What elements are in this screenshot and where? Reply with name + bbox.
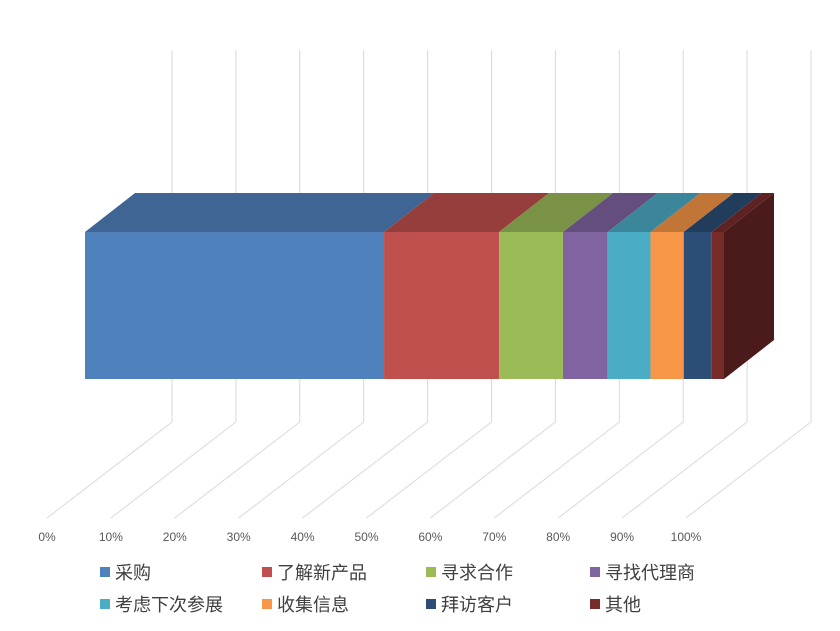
x-tick-label: 100% (671, 530, 702, 544)
bar-segment-top (683, 193, 762, 232)
stacked-bar-3d (85, 193, 774, 379)
bar-segment (562, 232, 608, 379)
bar-segment (683, 232, 712, 379)
legend-swatch-icon (590, 599, 600, 609)
floor-gridline (557, 421, 684, 519)
legend-item-purchase: 采购 (100, 560, 262, 584)
floor-gridline (238, 421, 365, 519)
x-tick-label: 80% (546, 530, 570, 544)
x-tick-label: 0% (38, 530, 56, 544)
x-tick-label: 70% (482, 530, 506, 544)
x-tick-label: 50% (354, 530, 378, 544)
x-tick-label: 40% (291, 530, 315, 544)
floor-gridline (366, 421, 492, 519)
bar-segment (384, 232, 500, 379)
legend-label: 寻求合作 (441, 563, 513, 584)
bar-segment-top (562, 193, 658, 232)
bar-segment (499, 232, 563, 379)
legend-swatch-icon (426, 599, 436, 609)
floor-gridline (46, 421, 173, 519)
floor-gridline (430, 421, 556, 519)
legend-label: 采购 (115, 563, 151, 584)
legend-item-consider-next-exhibit: 考虑下次参展 (100, 592, 262, 616)
legend-swatch-icon (262, 567, 272, 577)
chart-legend: 采购 了解新产品 寻求合作 寻找代理商 考虑下次参展 收集信息 拜访客户 其他 (100, 560, 800, 616)
x-tick-label: 20% (163, 530, 187, 544)
bar-segment-top (650, 193, 734, 232)
legend-swatch-icon (100, 599, 110, 609)
bar-segment (85, 232, 385, 379)
legend-swatch-icon (262, 599, 272, 609)
legend-swatch-icon (590, 567, 600, 577)
legend-item-visit-clients: 拜访客户 (426, 592, 590, 616)
bar-segment-top (499, 193, 613, 232)
bar-segment (650, 232, 684, 379)
floor-gridline (493, 421, 620, 519)
legend-item-seek-cooperation: 寻求合作 (426, 560, 590, 584)
bar-segment-top (85, 193, 435, 232)
legend-label: 了解新产品 (277, 563, 367, 584)
x-tick-label: 30% (227, 530, 251, 544)
bar-segment-top (607, 193, 701, 232)
legend-label: 寻找代理商 (605, 563, 695, 584)
bar-segment (607, 232, 651, 379)
legend-label: 拜访客户 (441, 595, 513, 616)
x-axis-tick-labels: 0% 10% 20% 30% 40% 50% 60% 70% 80% 90% 100% (38, 530, 701, 544)
legend-item-learn-new-products: 了解新产品 (262, 560, 426, 584)
legend-label: 收集信息 (277, 595, 349, 616)
legend-item-other: 其他 (590, 592, 754, 616)
legend-swatch-icon (426, 567, 436, 577)
x-tick-label: 90% (610, 530, 634, 544)
floor-gridline (685, 421, 812, 519)
legend-item-collect-info: 收集信息 (262, 592, 426, 616)
legend-label: 其他 (605, 595, 641, 616)
x-tick-label: 60% (418, 530, 442, 544)
bar-side-face (724, 193, 774, 379)
floor-gridline (110, 421, 237, 519)
legend-item-find-agents: 寻找代理商 (590, 560, 754, 584)
legend-label: 考虑下次参展 (115, 595, 223, 616)
x-tick-label: 10% (99, 530, 123, 544)
floor-gridline (302, 421, 428, 519)
bar-segment (711, 232, 724, 379)
bar-segment-top (384, 193, 550, 232)
floor-gridline (621, 421, 748, 519)
legend-swatch-icon (100, 567, 110, 577)
bar-segment-top (711, 193, 774, 232)
floor-gridline (174, 421, 301, 519)
